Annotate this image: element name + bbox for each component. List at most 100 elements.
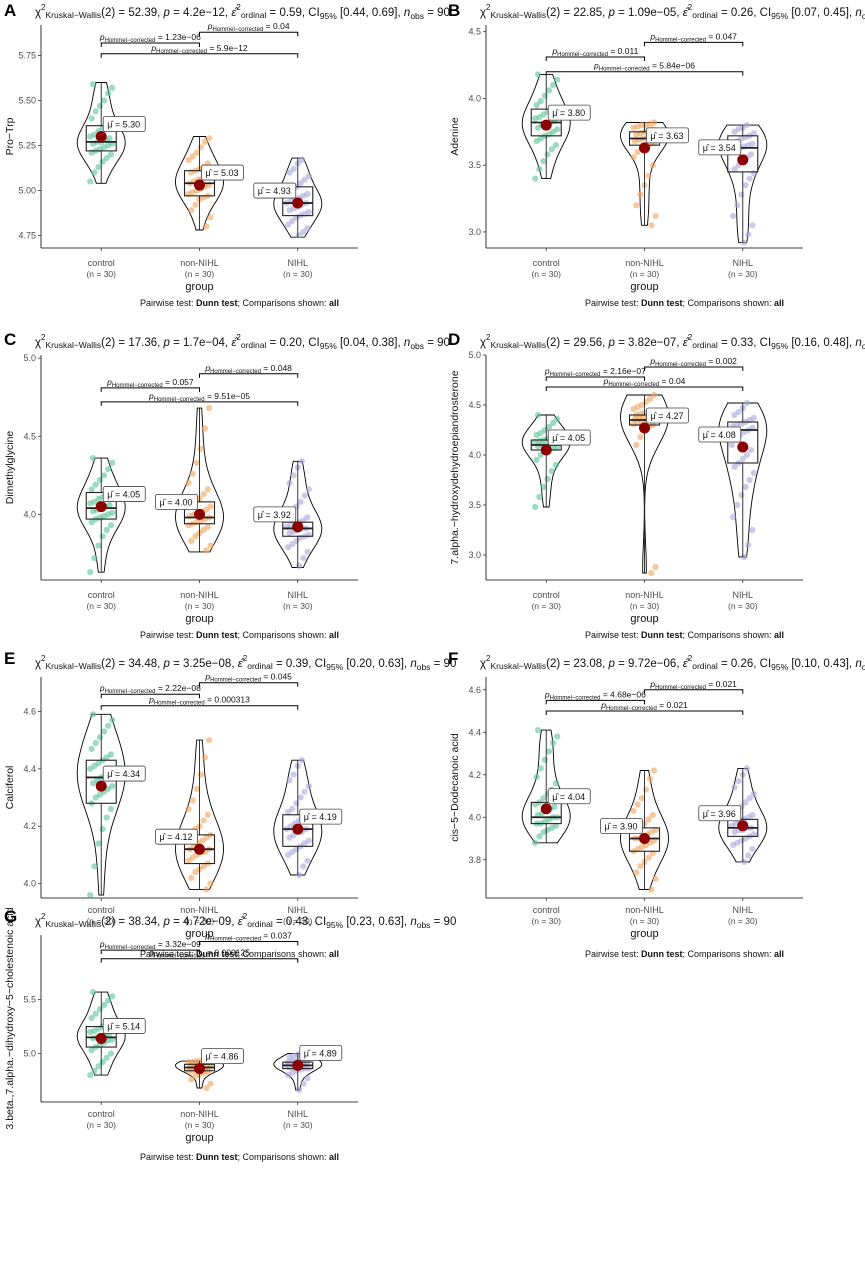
group-nihl: μ̂ = 3.54 [698,122,768,246]
p-value: = 0.021 [657,700,688,710]
mean-value: = 4.19 [311,812,336,822]
p-value: = 0.04 [263,21,290,31]
data-point [91,1067,98,1074]
pairwise-p-label: pHommel−corrected = 0.048 [204,363,292,375]
mean-point [737,820,749,832]
epsilon-superscript: 2 [236,3,241,12]
data-point [646,395,654,403]
data-point [107,805,114,813]
group-control: μ̂ = 5.30 [76,81,146,185]
data-point [305,531,312,538]
x-axis-title: group [630,281,658,293]
mean-point [292,823,304,835]
data-point [749,222,756,229]
mean-label-box [547,788,591,805]
y-tick-label: 5.0 [468,350,481,360]
chi-symbol: χ [35,658,41,670]
bracket-line [100,958,299,963]
caption-prefix: Pairwise test: [585,298,641,308]
p-letter: p [163,658,171,670]
data-point [540,483,547,491]
data-point [536,493,543,501]
chi-symbol: χ [480,7,486,19]
data-point [652,212,659,220]
y-tick-label: 4.2 [23,821,36,831]
caption-test: Dunn test [196,630,238,640]
x-tick-label: control [88,905,115,915]
mean-point [95,780,107,792]
mean-value: = 3.96 [710,809,735,819]
stats-header: χ2Kruskal−Wallis(2) = 17.36, p = 1.7e−04… [35,333,450,351]
caption-test: Dunn test [196,1152,238,1162]
mean-point [95,131,107,142]
chi-symbol: χ [35,337,41,349]
p-subscript: Hommel−corrected [156,49,207,55]
bracket-line [545,386,744,391]
epsilon-value: = 0.20, CI [266,337,319,349]
data-point [304,1075,311,1082]
p-value: = 2.22e−08 [155,683,201,693]
data-point [645,172,652,179]
p-value: = 0.002 [706,356,737,366]
x-tick-n-label: (n = 30) [86,1120,116,1130]
data-point [89,989,97,996]
caption-shown: all [774,949,784,959]
p-letter: p [99,939,105,949]
chi-superscript: 2 [486,654,491,663]
caption-test: Dunn test [641,949,683,959]
data-point [552,461,560,469]
mean-symbol: μ̂ [703,809,711,819]
mean-label: μ̂ = 3.54 [703,143,736,153]
data-point [634,801,641,808]
data-point [541,92,549,99]
x-tick-n-label: (n = 30) [283,601,313,611]
mean-label: μ̂ = 4.86 [206,1052,239,1062]
y-axis-label: Calciferol [4,766,16,810]
nobs-subscript: obs [417,662,431,672]
epsilon-symbol: ε̂ [238,658,245,670]
data-point [99,826,106,833]
data-point [532,839,539,846]
data-point [648,222,655,229]
data-point [534,411,542,419]
p-letter: p [544,689,550,699]
y-tick-label: 4.0 [468,93,481,103]
group-control: μ̂ = 4.04 [521,727,591,846]
nobs-subscript: obs [862,11,865,21]
pairwise-bracket: pHommel−corrected = 2.16e−07 [544,366,646,381]
epsilon-superscript: 2 [236,333,241,342]
mean-symbol: μ̂ [304,812,312,822]
nobs-subscript: obs [410,11,424,21]
violin-outline [76,82,126,184]
mean-label: μ̂ = 4.12 [160,832,193,842]
y-tick-label: 5.25 [18,140,36,150]
p-letter: p [163,916,171,928]
data-point [109,993,116,1000]
data-point [96,102,103,109]
data-point [633,441,640,449]
caption: Pairwise test: Dunn test; Comparisons sh… [140,1152,339,1162]
data-point [300,555,307,562]
data-point [649,162,656,169]
data-point [638,795,645,802]
mean-value: = 4.27 [658,411,683,421]
mean-value: = 4.00 [167,497,192,507]
y-axis-label: 3.beta.,7.alpha.−dihydroxy−5−cholestenoi… [4,907,16,1129]
p-letter: p [204,672,210,682]
epsilon-symbol: ε̂ [683,7,690,19]
mean-value: = 4.04 [560,792,585,802]
data-point [630,807,637,815]
p-value: = 0.021 [706,679,737,689]
epsilon-symbol: ε̂ [683,658,690,670]
p-value: = 0.045 [261,672,292,682]
mean-label-box [102,486,146,502]
p-value: = 5.84e−06 [650,61,696,71]
bracket-line [100,693,200,699]
data-point [735,408,742,416]
data-point [537,765,544,772]
epsilon-superscript: 2 [688,333,693,342]
data-point [91,169,98,176]
data-point [645,816,652,823]
